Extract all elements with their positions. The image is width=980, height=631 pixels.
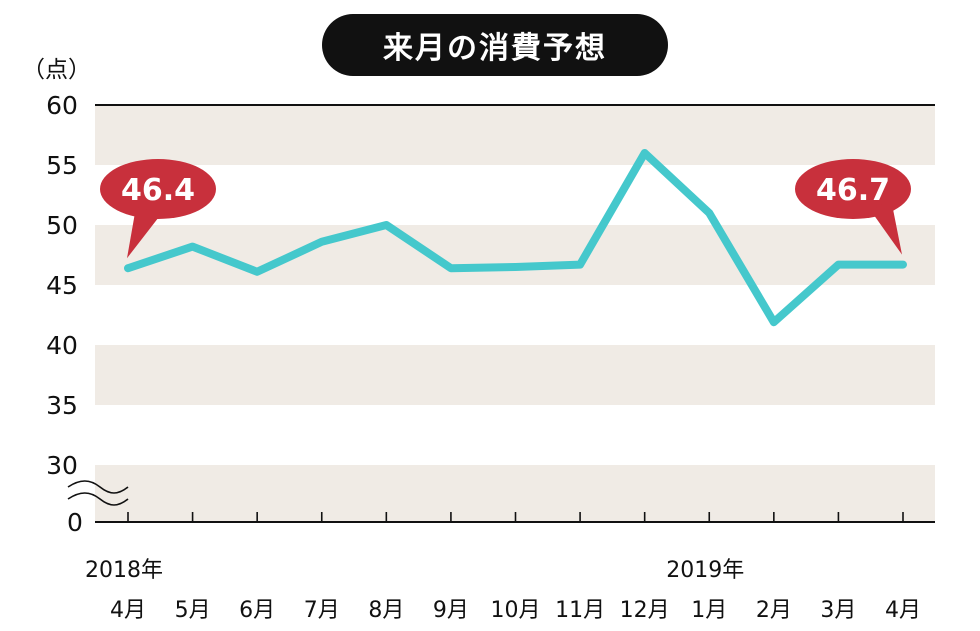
data-point xyxy=(318,238,325,245)
y-tick-label: 0 xyxy=(67,508,83,537)
data-point xyxy=(254,268,261,275)
callout-bubble xyxy=(795,159,911,219)
x-tick-label: 1月 xyxy=(691,598,727,623)
y-tick-label: 45 xyxy=(46,271,78,300)
value-callout: 46.7 xyxy=(795,159,911,255)
x-tick-label: 9月 xyxy=(433,598,469,623)
data-point xyxy=(512,264,519,270)
data-point xyxy=(383,222,390,228)
data-point xyxy=(577,261,584,268)
axis-break-mark xyxy=(67,480,129,494)
data-point xyxy=(189,243,196,250)
y-tick-label: 30 xyxy=(46,451,78,480)
x-tick-label: 5月 xyxy=(175,598,211,623)
x-tick-label: 10月 xyxy=(491,598,541,623)
x-tick-label: 2月 xyxy=(756,598,792,623)
x-tick-label: 4月 xyxy=(110,598,146,623)
x-tick-label: 8月 xyxy=(368,598,404,623)
x-tick-label: 6月 xyxy=(239,598,275,623)
y-tick-label: 55 xyxy=(46,151,78,180)
x-tick-label: 12月 xyxy=(620,598,670,623)
data-point xyxy=(770,319,777,326)
callout-bubble xyxy=(100,159,216,219)
year-label: 2018年 xyxy=(85,558,163,583)
callout-value-label: 46.4 xyxy=(121,173,195,208)
data-point xyxy=(706,210,713,216)
y-tick-label: 40 xyxy=(46,331,78,360)
chart-title: 来月の消費予想 xyxy=(322,14,668,76)
y-axis-unit-label: （点） xyxy=(22,57,91,83)
x-tick-label: 4月 xyxy=(885,598,921,623)
callout-value-label: 46.7 xyxy=(816,173,890,208)
data-point xyxy=(900,261,906,268)
y-tick-label: 60 xyxy=(46,91,78,120)
data-point xyxy=(641,150,648,156)
year-label: 2019年 xyxy=(666,558,744,583)
background-band xyxy=(95,225,935,285)
x-tick-label: 3月 xyxy=(820,598,856,623)
data-point xyxy=(125,265,131,272)
axis-break-mark xyxy=(67,492,129,506)
data-point xyxy=(447,265,454,272)
callout-pointer xyxy=(871,199,902,255)
y-tick-label: 50 xyxy=(46,211,78,240)
data-point xyxy=(835,261,842,268)
background-band xyxy=(95,105,935,165)
x-tick-label: 7月 xyxy=(304,598,340,623)
x-tick-label: 11月 xyxy=(555,598,605,623)
background-band xyxy=(95,345,935,405)
y-tick-label: 35 xyxy=(46,391,78,420)
callout-pointer xyxy=(127,207,162,259)
value-callout: 46.4 xyxy=(100,159,216,259)
